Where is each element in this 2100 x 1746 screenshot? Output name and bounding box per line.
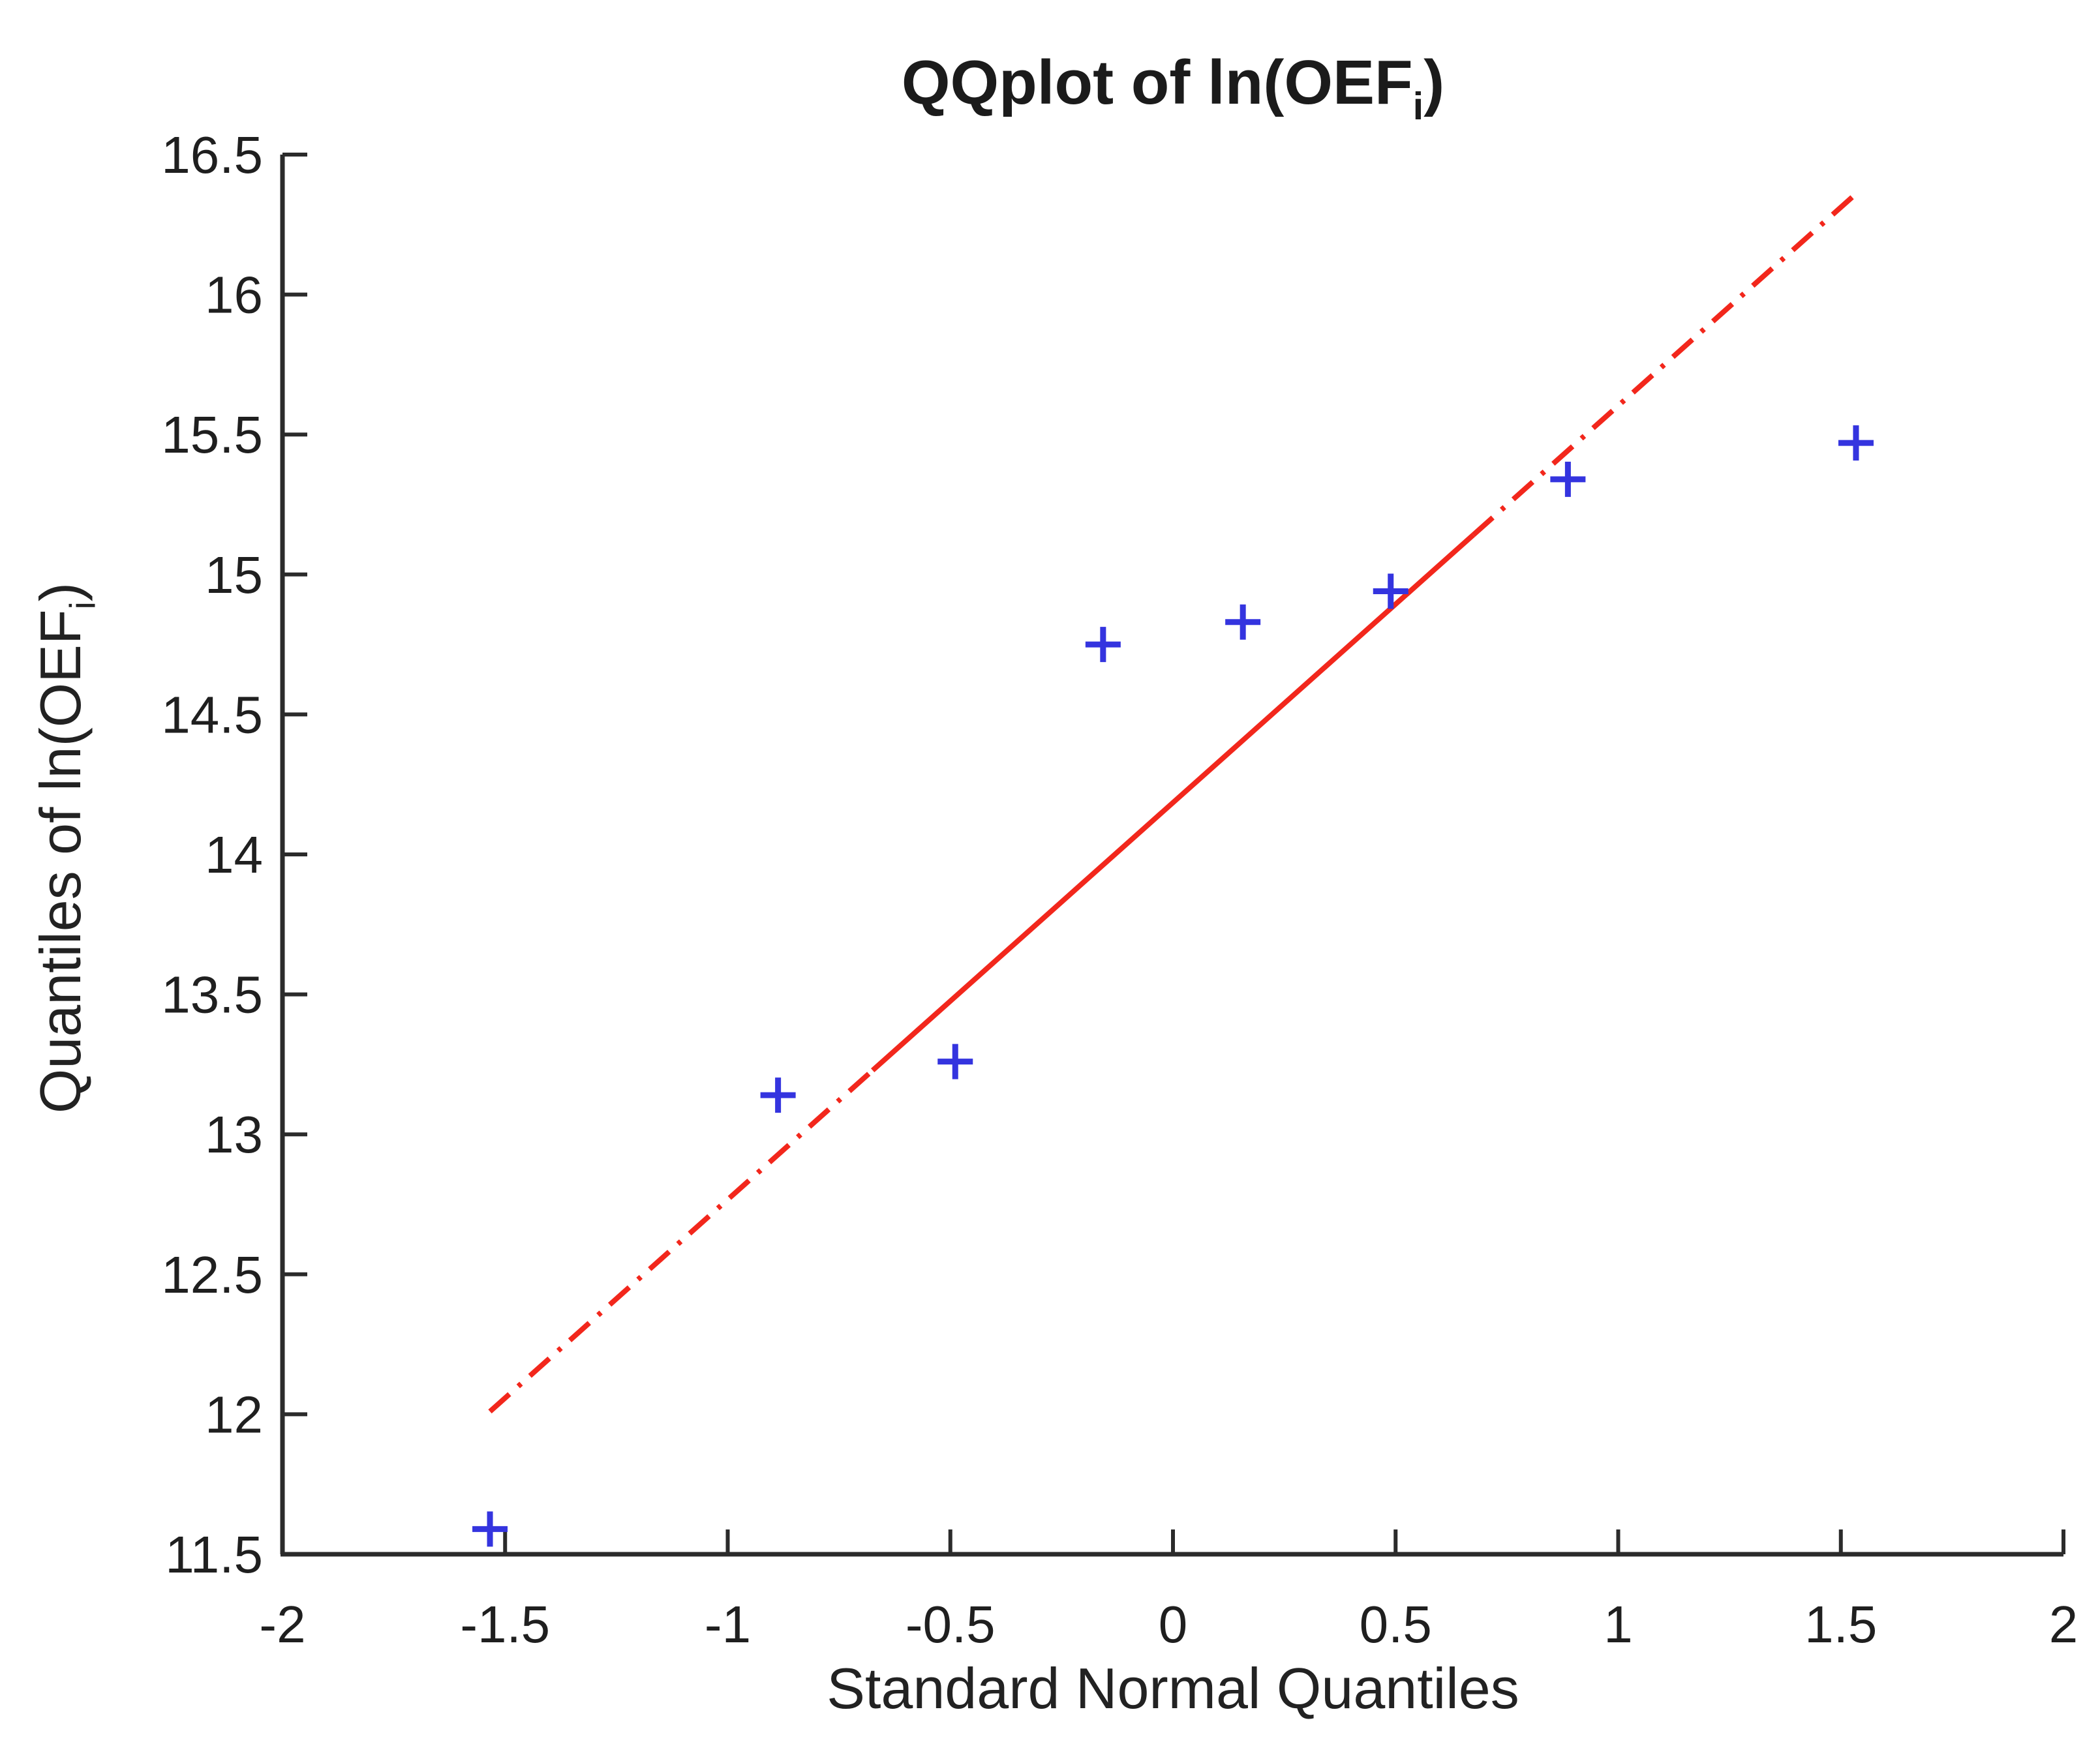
data-point-marker (1838, 425, 1874, 461)
x-tick-label: 1.5 (1804, 1595, 1877, 1653)
x-tick-label: -0.5 (905, 1595, 996, 1653)
y-tick-label: 15 (205, 546, 263, 604)
y-tick-label: 16 (205, 266, 263, 324)
y-tick-label: 12.5 (161, 1246, 263, 1304)
y-axis-label-subscript: i (62, 601, 102, 610)
data-point-marker (937, 1044, 973, 1079)
x-tick-label: -1.5 (460, 1595, 550, 1653)
x-axis-label: Standard Normal Quantiles (827, 1656, 1519, 1721)
y-axis-label: Quantiles of ln(OEFi) (27, 582, 103, 1113)
y-axis-label-text: Quantiles of ln(OEF (28, 609, 93, 1114)
x-tick-label: 0.5 (1360, 1595, 1432, 1653)
chart-title-text: QQplot of ln(OEF (901, 48, 1413, 117)
reference-line-solid (870, 533, 1476, 1073)
y-tick-label: 14 (205, 826, 263, 884)
chart-title-close: ) (1423, 48, 1445, 117)
y-tick-label: 15.5 (161, 406, 263, 464)
data-point-marker (1225, 604, 1261, 640)
reference-line-dashdot-upper (1471, 192, 1858, 537)
reference-line-dashdot-lower (488, 1068, 875, 1414)
data-point-marker (1373, 573, 1408, 609)
y-tick-label: 11.5 (165, 1526, 263, 1584)
y-tick-label: 13.5 (161, 966, 263, 1024)
x-tick-label: -1 (705, 1595, 751, 1653)
data-point-marker (1085, 627, 1121, 663)
x-tick-label: 1 (1604, 1595, 1633, 1653)
chart-title-subscript: i (1412, 83, 1424, 128)
x-tick-label: 2 (2049, 1595, 2078, 1653)
x-tick-label: 0 (1159, 1595, 1188, 1653)
data-point-marker (760, 1077, 796, 1113)
y-tick-label: 16.5 (161, 126, 263, 184)
y-tick-label: 14.5 (161, 685, 263, 744)
y-axis-label-close: ) (28, 582, 93, 602)
y-tick-label: 12 (205, 1385, 263, 1443)
data-point-marker (1550, 461, 1586, 497)
chart-title: QQplot of ln(OEFi) (282, 47, 2063, 128)
data-point-marker (472, 1511, 508, 1547)
x-tick-label: -2 (259, 1595, 305, 1653)
y-tick-label: 13 (205, 1106, 263, 1164)
